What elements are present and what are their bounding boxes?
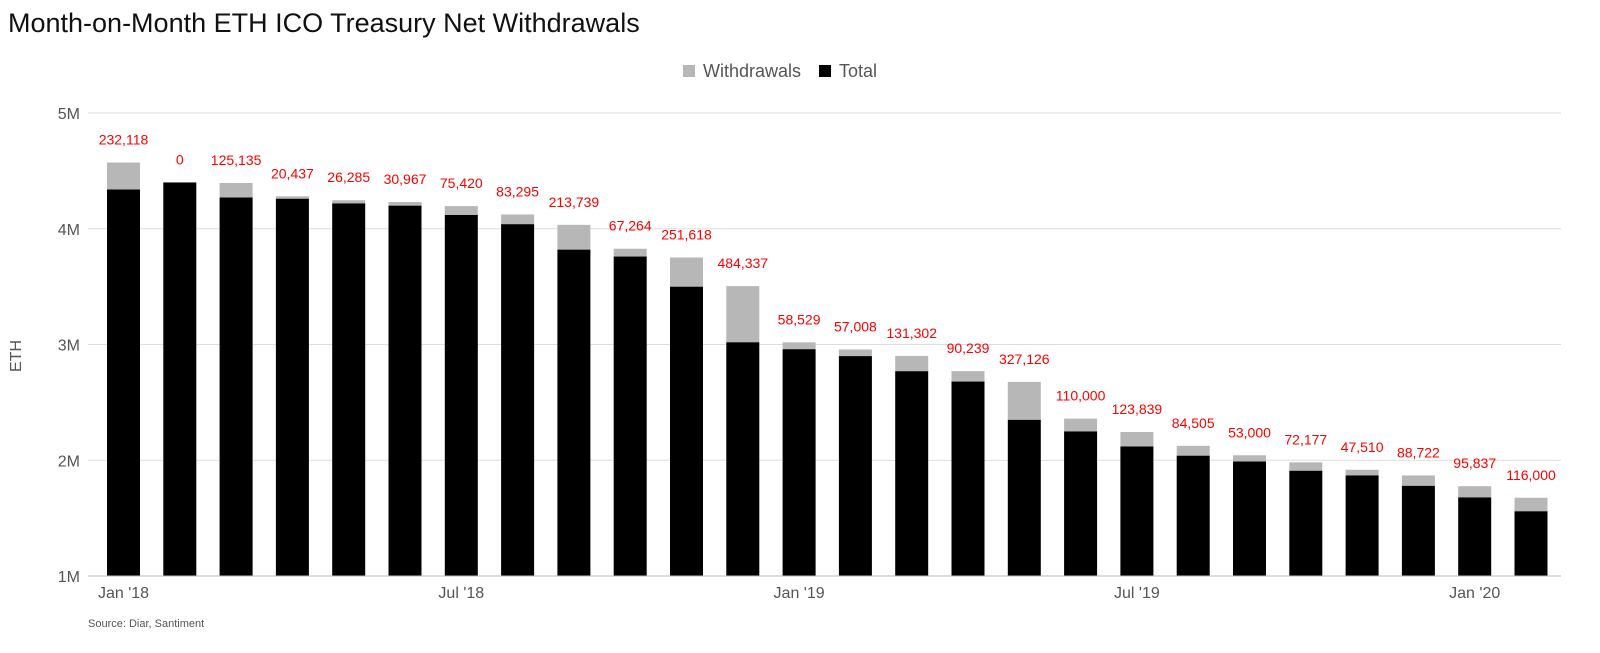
bar-total xyxy=(1289,470,1323,576)
bar-withdrawals xyxy=(838,349,872,357)
bar-withdrawals xyxy=(1064,418,1098,432)
data-label: 90,239 xyxy=(947,340,990,356)
x-tick-label: Jan '20 xyxy=(1449,585,1500,602)
bar-withdrawals xyxy=(332,200,366,204)
bar-withdrawals xyxy=(1401,475,1435,486)
bar-withdrawals xyxy=(895,355,929,372)
bar-withdrawals xyxy=(1176,445,1210,456)
data-label: 484,337 xyxy=(717,255,768,271)
data-label: 88,722 xyxy=(1397,444,1440,460)
x-tick-label: Jan '18 xyxy=(98,585,149,602)
data-label: 232,118 xyxy=(99,132,149,148)
bar-total xyxy=(388,205,422,576)
bar-total xyxy=(895,371,929,576)
bar-total xyxy=(1401,485,1435,576)
bar-withdrawals xyxy=(1007,381,1041,420)
data-label: 251,618 xyxy=(661,227,712,243)
data-labels: 232,118 0 125,135 20,437 26,285 30,967 75,420 8… xyxy=(99,132,1556,483)
data-label: 58,529 xyxy=(778,311,821,327)
bar-withdrawals xyxy=(219,183,253,198)
data-label: 125,135 xyxy=(211,152,262,168)
legend-swatch xyxy=(683,65,695,77)
bar-withdrawals xyxy=(275,196,309,199)
data-label: 30,967 xyxy=(384,171,427,187)
bar-withdrawals xyxy=(557,224,591,250)
bar-total xyxy=(1176,455,1210,576)
data-label: 84,505 xyxy=(1172,415,1215,431)
data-label: 57,008 xyxy=(834,318,877,334)
chart-title: Month-on-Month ETH ICO Treasury Net With… xyxy=(8,8,640,38)
data-label: 67,264 xyxy=(609,218,652,234)
data-label: 0 xyxy=(176,151,184,167)
y-tick-label: 1M xyxy=(58,569,80,586)
data-label: 131,302 xyxy=(886,325,937,341)
bar-withdrawals xyxy=(388,202,422,206)
data-label: 213,739 xyxy=(549,194,600,210)
bar-total xyxy=(444,214,478,577)
legend-swatch xyxy=(819,65,832,77)
bar-withdrawals xyxy=(613,248,647,257)
bar-withdrawals xyxy=(1120,432,1154,447)
data-label: 75,420 xyxy=(440,175,483,191)
data-label: 20,437 xyxy=(271,165,314,181)
legend[interactable]: Withdrawals Total xyxy=(683,61,877,81)
data-label: 116,000 xyxy=(1506,467,1556,483)
source-note: Source: Diar, Santiment xyxy=(88,618,204,630)
bar-total xyxy=(1007,419,1041,576)
bar-withdrawals xyxy=(726,286,760,343)
bar-total xyxy=(1064,431,1098,576)
data-label: 72,177 xyxy=(1284,431,1327,447)
data-label: 95,837 xyxy=(1453,455,1496,471)
bar-total xyxy=(838,356,872,576)
bar-withdrawals xyxy=(951,371,985,382)
bar-total xyxy=(107,189,140,576)
bar-total xyxy=(726,342,760,576)
y-tick-label: 3M xyxy=(58,338,80,355)
bar-total xyxy=(557,249,591,576)
bar-withdrawals xyxy=(1458,486,1492,498)
bar-total xyxy=(1514,511,1548,576)
bar-withdrawals xyxy=(1514,497,1548,512)
bar-total xyxy=(670,286,703,576)
legend-label: Withdrawals xyxy=(703,61,801,81)
bar-total xyxy=(782,349,816,576)
data-label: 327,126 xyxy=(999,351,1050,367)
data-label: 53,000 xyxy=(1228,424,1271,440)
data-label: 26,285 xyxy=(327,169,370,185)
x-tick-label: Jul '19 xyxy=(1114,585,1160,602)
data-label: 110,000 xyxy=(1056,388,1106,404)
y-tick-label: 5M xyxy=(58,106,80,123)
bar-withdrawals xyxy=(782,342,816,350)
data-label: 123,839 xyxy=(1112,401,1163,417)
bar-withdrawals xyxy=(1233,455,1266,462)
bar-total xyxy=(332,203,366,576)
bars xyxy=(107,162,1548,577)
bar-total xyxy=(275,198,309,576)
y-tick-label: 2M xyxy=(58,453,80,470)
legend-label: Total xyxy=(839,61,877,81)
bar-withdrawals xyxy=(444,206,478,215)
bar-total xyxy=(1233,461,1266,576)
bar-total xyxy=(951,381,985,576)
bar-total xyxy=(613,256,647,576)
y-tick-label: 4M xyxy=(58,222,80,239)
bar-total xyxy=(1458,497,1492,576)
data-label: 83,295 xyxy=(496,183,539,199)
bar-withdrawals xyxy=(1345,469,1379,476)
y-axis-title: ETH xyxy=(8,340,25,372)
axes: 1M 2M 3M 4M 5M Jan '18 Jul '18 Jan '19 Jul '19 Ja… xyxy=(58,106,1561,602)
bar-total xyxy=(1345,475,1379,576)
x-tick-label: Jan '19 xyxy=(774,585,825,602)
bar-total xyxy=(501,224,535,576)
bar-withdrawals xyxy=(107,162,140,190)
bar-total xyxy=(219,197,253,576)
bar-withdrawals xyxy=(501,214,535,225)
data-label: 47,510 xyxy=(1341,439,1384,455)
x-tick-label: Jul '18 xyxy=(438,585,484,602)
bar-total xyxy=(163,182,197,576)
bar-withdrawals xyxy=(670,257,703,287)
bar-total xyxy=(1120,446,1154,576)
bar-withdrawals xyxy=(1289,462,1323,471)
